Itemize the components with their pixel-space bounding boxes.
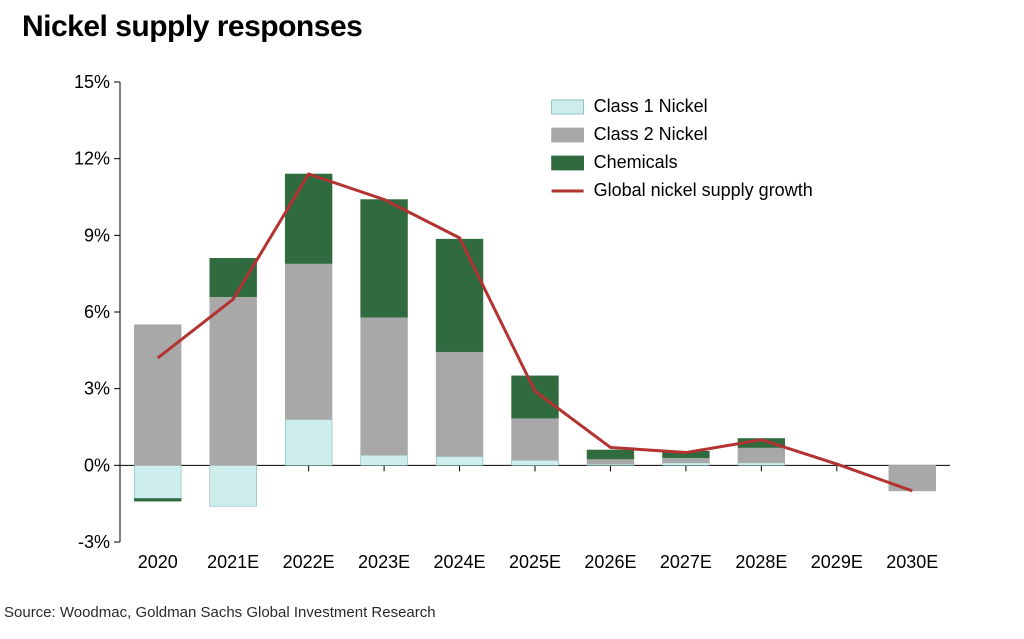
- legend-label: Class 1 Nickel: [594, 96, 708, 116]
- legend-label: Class 2 Nickel: [594, 124, 708, 144]
- x-axis-tick-label: 2030E: [886, 552, 938, 572]
- bar-segment: [134, 465, 181, 498]
- chart-container: -3% 0% 3% 6% 9% 12% 15% 2020 2021E 2022E 2023E 2024…: [50, 70, 970, 590]
- bar-segment: [134, 499, 181, 502]
- x-axis-tick-label: 2027E: [660, 552, 712, 572]
- x-axis-tick-label: 2022E: [283, 552, 335, 572]
- bar-segment: [738, 463, 785, 466]
- legend: Class 1 Nickel Class 2 Nickel Chemicals Glo…: [552, 96, 813, 200]
- legend-label: Chemicals: [594, 152, 678, 172]
- y-axis-tick-label: 0%: [84, 455, 110, 475]
- bar-segment: [663, 458, 710, 463]
- bar-segment: [587, 459, 634, 464]
- y-axis-tick-label: 3%: [84, 379, 110, 399]
- x-axis-tick-label: 2021E: [207, 552, 259, 572]
- bar-segment: [210, 465, 257, 506]
- x-axis-tick-label: 2028E: [735, 552, 787, 572]
- bar-segment: [512, 418, 559, 460]
- legend-label: Global nickel supply growth: [594, 180, 813, 200]
- bar-segment: [285, 174, 332, 263]
- legend-swatch: [552, 100, 584, 114]
- bar-segment: [738, 447, 785, 462]
- bar-segment: [512, 460, 559, 465]
- y-axis-tick-label: 9%: [84, 225, 110, 245]
- bar-segment: [285, 263, 332, 419]
- y-axis-tick-label: 12%: [74, 149, 110, 169]
- y-axis-tick-label: -3%: [78, 532, 110, 552]
- bar-segment: [285, 419, 332, 465]
- x-axis-tick-label: 2023E: [358, 552, 410, 572]
- bar-segment: [361, 200, 408, 318]
- bar-segment: [210, 297, 257, 466]
- x-axis-tick-label: 2020: [138, 552, 178, 572]
- source-line: Source: Woodmac, Goldman Sachs Global In…: [4, 604, 436, 621]
- x-axis-tick-label: 2025E: [509, 552, 561, 572]
- y-axis-tick-label: 6%: [84, 302, 110, 322]
- legend-swatch: [552, 128, 584, 142]
- bar-segment: [436, 352, 483, 457]
- bar-segment: [436, 239, 483, 351]
- chart-title: Nickel supply responses: [22, 10, 362, 44]
- bar-segment: [512, 376, 559, 418]
- chart-svg: -3% 0% 3% 6% 9% 12% 15% 2020 2021E 2022E 2023E 2024…: [50, 70, 970, 590]
- legend-swatch: [552, 156, 584, 170]
- bar-segment: [361, 317, 408, 455]
- page: Nickel supply responses -3% 0% 3% 6% 9% 12% 15…: [0, 0, 1024, 639]
- x-axis-tick-label: 2029E: [811, 552, 863, 572]
- bar-segment: [663, 463, 710, 466]
- bar-segment: [436, 456, 483, 465]
- x-axis-tick-label: 2024E: [434, 552, 486, 572]
- bar-segment: [889, 465, 936, 491]
- bar-segment: [210, 258, 257, 296]
- bar-segment: [361, 455, 408, 465]
- x-axis-tick-label: 2026E: [584, 552, 636, 572]
- bar-segment: [587, 450, 634, 459]
- y-axis-tick-label: 15%: [74, 72, 110, 92]
